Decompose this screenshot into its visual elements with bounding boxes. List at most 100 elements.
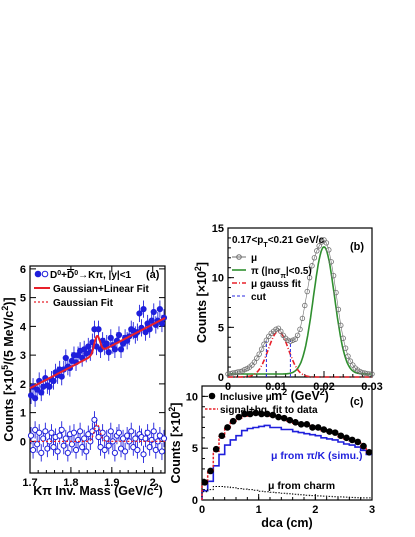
panel-a-residual-point: [115, 429, 123, 436]
panel-a-residual-point: [56, 432, 63, 439]
panel-c-inclusive-point: [286, 416, 294, 424]
panel-b-muon-point: [292, 336, 298, 342]
panel-a-residual-point: [152, 446, 159, 454]
panel-a-residual-point: [70, 429, 78, 436]
panel-b-ytick-label: 15: [212, 223, 224, 235]
panel-b-muon-point: [263, 337, 270, 343]
panel-a-residual-point: [68, 441, 76, 448]
panel-b-muon-point: [316, 243, 322, 249]
panel-c-ytick-label: 5: [192, 443, 198, 455]
panel-a-point: [142, 329, 149, 336]
panel-a-ytick-label: 1: [20, 408, 26, 420]
panel-c-frame: [201, 385, 373, 501]
panel-c-annotation-pion-kaon: μ from π/K (simu.): [271, 450, 362, 462]
panel-b-ytick-label: 5: [218, 322, 224, 334]
panel-a-legend-title-part: 0: [57, 270, 61, 277]
panel-b-label: (b): [350, 241, 364, 253]
panel-a-point: [46, 383, 53, 390]
panel-b-legend-entry-pion-part: π (|nσ: [251, 266, 281, 277]
panel-a-residual-point: [81, 435, 88, 442]
panel-c-ytick-label: 10: [186, 391, 198, 403]
panel-b-xtick-label: 0.01: [265, 381, 286, 393]
panel-a-residual-point: [128, 428, 135, 435]
panel-b-xlabel-part: 2: [320, 387, 325, 397]
panel-a-ylabel-part: 2: [0, 306, 10, 311]
panel-c-inclusive-point: [218, 432, 226, 440]
panel-c-inclusive-point: [224, 424, 231, 431]
panel-c-inclusive-point: [207, 467, 214, 475]
panel-a-residual-point: [134, 446, 141, 454]
panel-c-ylabel-part: ]: [169, 403, 183, 407]
panel-c-ylabel-part: Counts [×10: [169, 412, 183, 484]
panel-b-muon-point: [287, 338, 294, 344]
panel-a-residual-point: [44, 445, 51, 452]
panel-a-legend-filled-marker: [34, 270, 42, 278]
panel-b-muon-point: [297, 326, 303, 333]
panel-c-inclusive-point: [246, 410, 254, 418]
panel-b-legend-entry-pion-part: π: [281, 273, 287, 280]
panel-a-point: [95, 326, 102, 333]
panel-c-inclusive-point: [275, 413, 282, 421]
panel-a-legend-title-part: 0: [74, 270, 78, 277]
panel-b-muon-point: [366, 371, 373, 377]
panel-b-ytick-label: 10: [212, 273, 224, 285]
panel-a-point: [32, 395, 39, 402]
panel-b-muon-point: [278, 328, 284, 335]
panel-c-charm-histogram: [201, 486, 372, 500]
panel-c-annotation-charm: μ from charm: [268, 480, 335, 492]
panel-c-inclusive-point: [331, 429, 339, 436]
panel-b-ylabel: Counts [×102]: [193, 262, 209, 343]
panel-b-pion-curve: [228, 246, 372, 375]
panel-b-muon-point: [345, 353, 351, 359]
panel-a-frame: [29, 265, 166, 474]
panel-c-xlabel: dca (cm): [261, 516, 312, 530]
panel-b-legend-entry-pion: π (|nσπ|<0.5): [251, 266, 312, 280]
panel-a-point: [136, 310, 143, 317]
panel-b-muon-point: [242, 366, 248, 373]
panel-b-muon-point: [304, 288, 310, 295]
panel-b-legend-entry: cut: [251, 292, 267, 303]
panel-b-legend-marker-mu: [236, 254, 242, 260]
panel-b-pt-range-part: 0.17<p: [232, 235, 263, 246]
panel-b-muon-point: [323, 240, 330, 246]
panel-a-residual-point: [32, 426, 39, 433]
panel-a-ylabel-part: )]: [2, 297, 16, 305]
panel-c-inclusive-point: [292, 418, 299, 426]
panel-a-residual-point: [48, 429, 55, 436]
panel-a-legend-entry: Gaussian+Linear Fit: [53, 284, 150, 295]
panel-b-muon-point: [258, 346, 265, 352]
panel-a-xlabel: Kπ Inv. Mass (GeV/c2): [33, 482, 163, 498]
panel-a-point: [111, 346, 118, 353]
panel-a-legend-title-part: D: [50, 270, 57, 281]
panel-c-inclusive-point: [326, 428, 333, 435]
panel-a-point: [156, 306, 163, 313]
panel-b-xlabel-part: m: [271, 389, 282, 403]
panel-c-inclusive-point: [348, 436, 356, 444]
panel-a-point: [150, 308, 157, 316]
panel-a-point: [105, 349, 112, 356]
panel-c-inclusive-point: [337, 432, 345, 440]
panel-a-residual-point: [91, 416, 98, 423]
panel-b-muon-point: [335, 306, 342, 313]
panel-a-ytick-label: 4: [20, 321, 27, 333]
panel-a-xlabel-part: π: [42, 484, 52, 498]
panel-b-muon-point: [273, 326, 279, 333]
panel-a-point: [117, 346, 125, 353]
panel-c-ylabel: Counts [×102]: [167, 403, 183, 484]
panel-b-muon-point: [299, 315, 306, 322]
panel-a-ylabel: Counts [×105/(5 MeV/c2)]: [0, 297, 16, 441]
panel-b-muon-point: [347, 358, 354, 364]
panel-a-label: (a): [146, 269, 160, 281]
panel-a-ytick-label: 0: [20, 436, 26, 448]
panel-c-inclusive-point: [201, 479, 209, 486]
panel-a-point: [115, 331, 123, 339]
panel-b-muon-point: [256, 351, 262, 357]
panel-c-inclusive-point: [263, 410, 271, 418]
panel-a-fit-gaussian-linear: [29, 317, 166, 390]
panel-c-inclusive-point: [229, 417, 237, 425]
panel-a-residual-point: [146, 444, 153, 451]
